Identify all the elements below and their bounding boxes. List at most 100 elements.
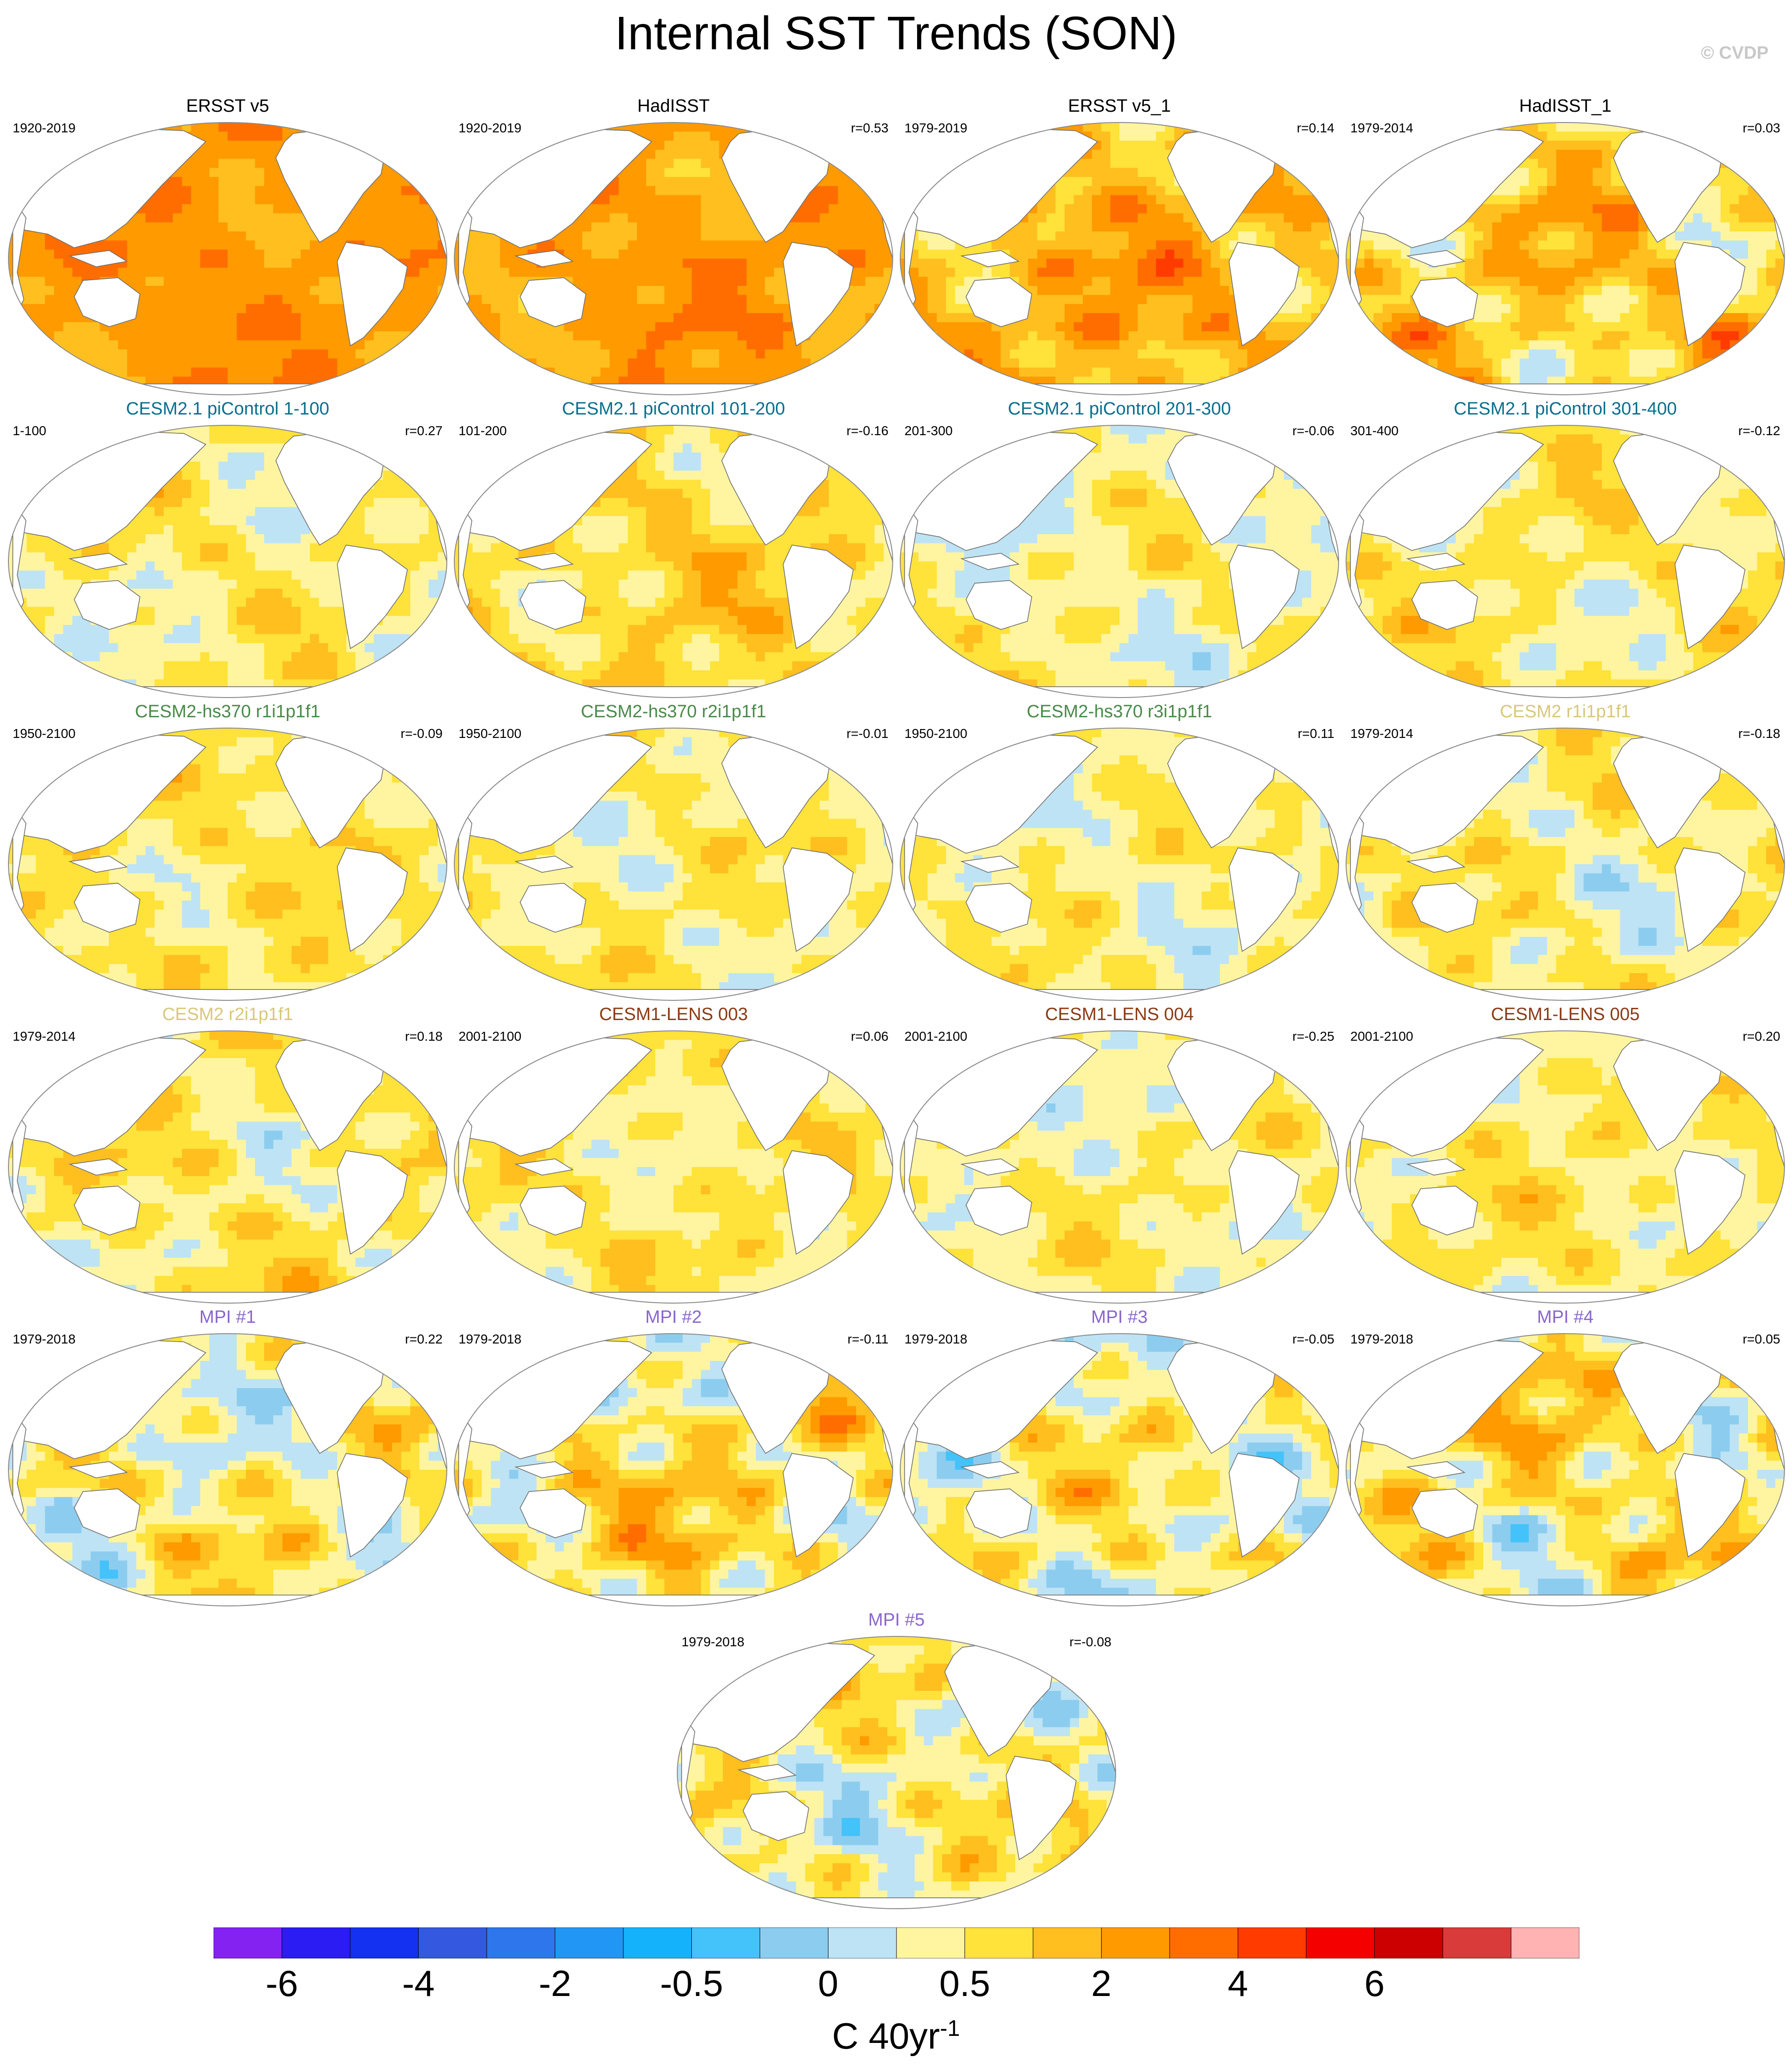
europe-landmass [420, 1055, 447, 1092]
map-panel: HadISST 1920-2019 r=0.53 [453, 96, 894, 397]
map-panel: CESM2-hs370 r3i1p1f1 1950-2100 r=0.11 [899, 702, 1340, 1002]
sst-field [900, 123, 1339, 395]
europe-landmass [1311, 1358, 1339, 1395]
sst-map [454, 1030, 893, 1304]
map-outline [1346, 122, 1785, 395]
map-panel: MPI #1 1979-2018 r=0.22 [7, 1307, 448, 1608]
sst-field [1346, 728, 1784, 1000]
antarctica-landmass [1390, 1291, 1741, 1303]
colorbar-swatch [691, 1927, 760, 1958]
panel-correlation: r=-0.09 [401, 726, 443, 741]
panel-title: MPI #3 [899, 1307, 1340, 1328]
panel-period: 1979-2018 [904, 1332, 967, 1347]
antarctica-landmass [52, 989, 403, 1000]
panel-period: 1920-2019 [459, 121, 521, 136]
sst-field [1346, 1031, 1784, 1303]
sst-field [1346, 123, 1784, 395]
panel-period: 2001-2100 [1350, 1029, 1413, 1044]
map-outline [8, 425, 447, 698]
map-panel: CESM1-LENS 005 2001-2100 r=0.20 [1345, 1005, 1786, 1305]
panel-title: HadISST [453, 96, 894, 116]
colorbar-swatch [1511, 1927, 1579, 1958]
map-panel: CESM2.1 piControl 1-100 1-100 r=0.27 [7, 399, 448, 699]
sst-map [900, 425, 1339, 698]
panel-title: CESM2.1 piControl 201-300 [899, 399, 1340, 419]
europe-landmass [420, 1358, 447, 1395]
map-panel: MPI #3 1979-2018 r=-0.05 [899, 1307, 1340, 1608]
europe-landmass [1757, 449, 1784, 486]
antarctica-landmass [944, 1594, 1295, 1606]
colorbar-swatch [1306, 1927, 1375, 1958]
panel-title: CESM2 r2i1p1f1 [7, 1005, 448, 1025]
sst-map [8, 1333, 447, 1606]
panel-correlation: r=-0.18 [1738, 726, 1781, 741]
europe-landmass [865, 449, 893, 486]
sst-field [900, 425, 1339, 698]
sst-field [1346, 1334, 1784, 1606]
panel-correlation: r=0.27 [405, 423, 443, 438]
panel-correlation: r=-0.11 [848, 1332, 888, 1347]
panel-period: 1-100 [13, 423, 46, 438]
indonesia-landmass [960, 1158, 1020, 1176]
south-america-landmass [1674, 242, 1746, 346]
panel-correlation: r=-0.01 [847, 726, 889, 741]
indonesia-landmass [514, 1461, 574, 1479]
australia-landmass [74, 883, 141, 933]
antarctica-landmass [52, 686, 403, 698]
map-panel: CESM2-hs370 r2i1p1f1 1950-2100 r=-0.01 [453, 702, 894, 1002]
colorbar-tick-label: 6 [1328, 1962, 1422, 2005]
sst-map [1346, 1333, 1785, 1606]
australia-landmass [965, 580, 1033, 630]
south-america-landmass [1228, 847, 1300, 952]
australia-landmass [520, 1488, 587, 1538]
colorbar-tick-label: 0 [781, 1962, 875, 2005]
sst-field [454, 425, 893, 698]
map-outline [1346, 728, 1785, 1001]
panel-correlation: r=-0.05 [1293, 1332, 1335, 1347]
europe-landmass [1757, 752, 1784, 789]
sst-field [454, 123, 893, 395]
antarctica-landmass [721, 1897, 1072, 1909]
map-panel: MPI #5 1979-2018 r=-0.08 [676, 1610, 1117, 1911]
australia-landmass [965, 277, 1033, 327]
indonesia-landmass [68, 855, 128, 873]
panel-period: 1979-2014 [13, 1029, 76, 1044]
map-panel: CESM2.1 piControl 301-400 301-400 r=-0.12 [1345, 399, 1786, 699]
map-panel: MPI #2 1979-2018 r=-0.11 [453, 1307, 894, 1608]
indonesia-landmass [1406, 553, 1466, 570]
map-outline [1346, 1333, 1785, 1606]
australia-landmass [74, 580, 141, 630]
colorbar-swatch [486, 1927, 555, 1958]
sst-field [454, 728, 893, 1000]
indonesia-landmass [68, 553, 128, 570]
colorbar-swatch [282, 1927, 351, 1958]
australia-landmass [1411, 883, 1478, 933]
panel-period: 2001-2100 [459, 1029, 521, 1044]
antarctica-landmass [1390, 383, 1741, 395]
antarctica-landmass [944, 383, 1295, 395]
sst-map [454, 425, 893, 698]
map-outline [454, 728, 893, 1001]
indonesia-landmass [514, 250, 574, 268]
australia-landmass [74, 1488, 141, 1538]
map-outline [1346, 1030, 1785, 1304]
australia-landmass [520, 277, 587, 327]
map-outline [900, 425, 1339, 698]
colorbar-swatch [623, 1927, 692, 1958]
sst-map [8, 1030, 447, 1304]
indonesia-landmass [1406, 1158, 1466, 1176]
south-america-landmass [337, 847, 408, 952]
antarctica-landmass [944, 686, 1295, 698]
south-america-landmass [782, 1150, 854, 1255]
sst-map [1346, 425, 1785, 698]
panel-period: 1979-2018 [682, 1635, 744, 1650]
panel-period: 1979-2018 [459, 1332, 521, 1347]
sst-map [454, 728, 893, 1001]
sst-map [900, 1333, 1339, 1606]
colorbar-tick-label: -6 [235, 1962, 329, 2005]
map-panel: CESM2 r1i1p1f1 1979-2014 r=-0.18 [1345, 702, 1786, 1002]
antarctica-landmass [498, 686, 849, 698]
colorbar [214, 1927, 1579, 1958]
colorbar-swatch [828, 1927, 897, 1958]
sst-map [1346, 728, 1785, 1001]
